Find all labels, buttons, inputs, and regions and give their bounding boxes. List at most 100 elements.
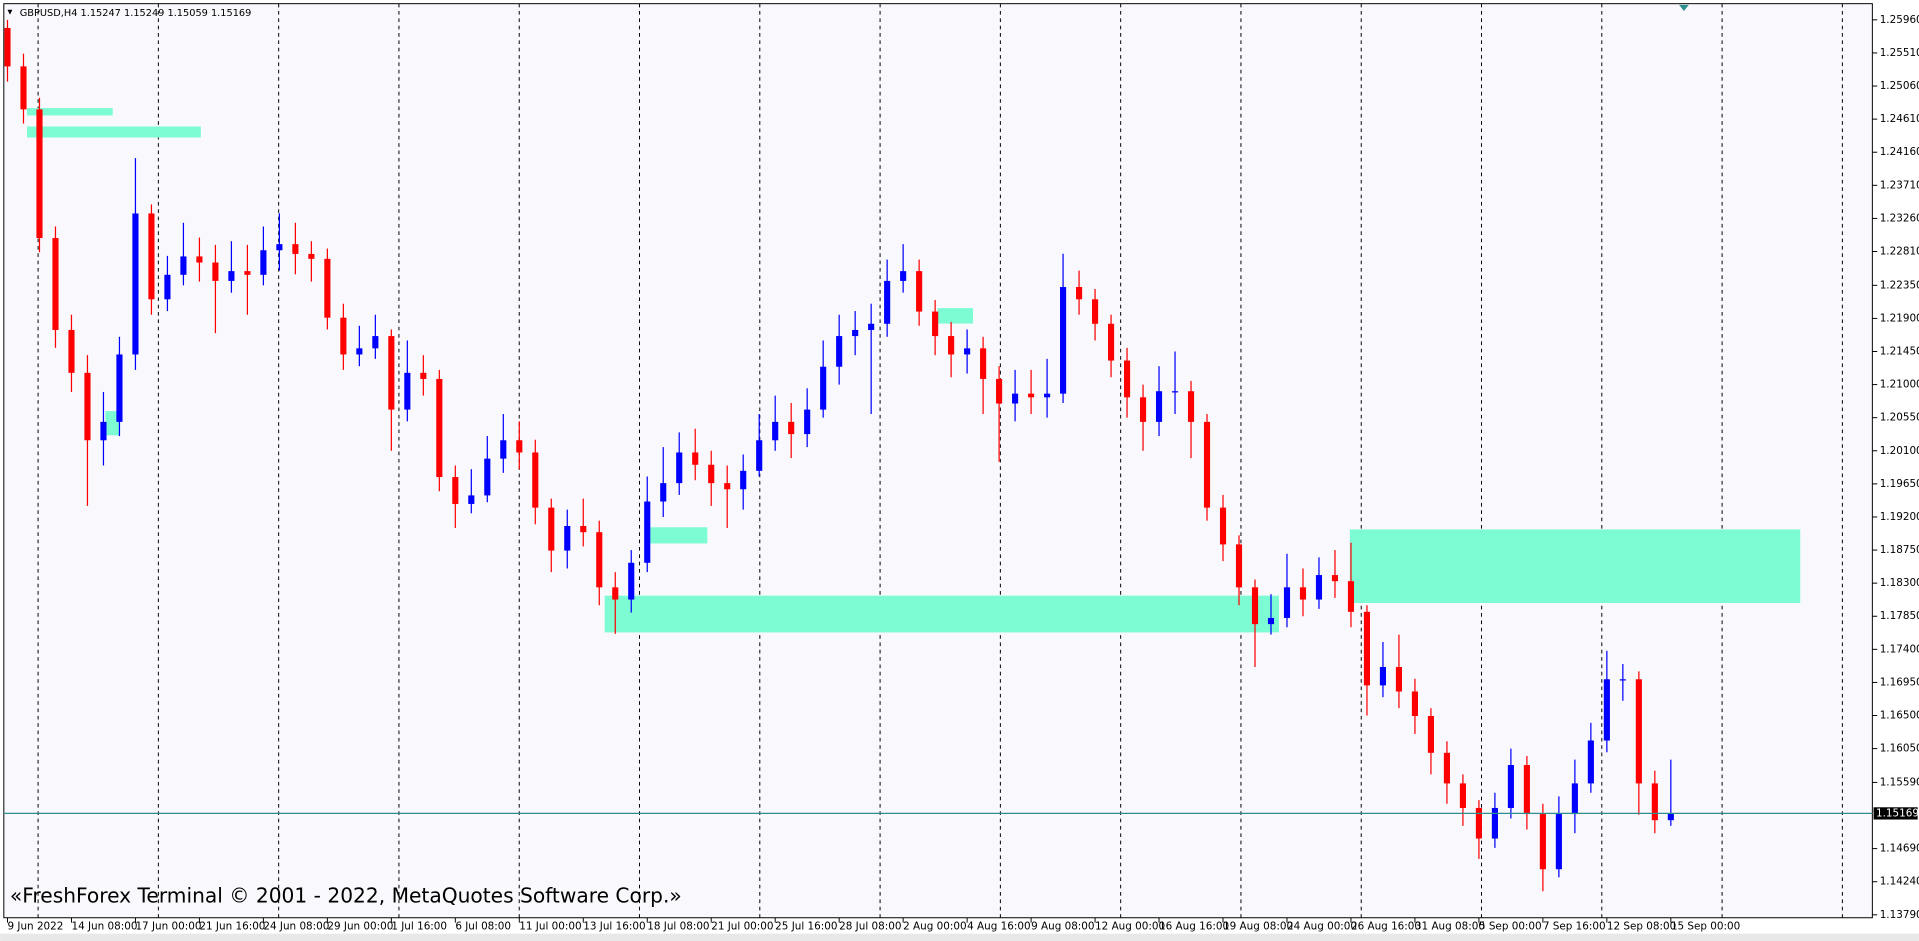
candle-body bbox=[1283, 587, 1291, 618]
candle-body bbox=[1107, 323, 1115, 361]
x-tick-label: 29 Jun 00:00 bbox=[327, 920, 393, 932]
candle-body bbox=[404, 372, 411, 410]
x-tick-label: 17 Jun 00:00 bbox=[135, 920, 201, 932]
zone bbox=[27, 126, 201, 138]
y-tick-label: 1.22810 bbox=[1880, 245, 1919, 257]
y-tick-label: 1.16050 bbox=[1880, 743, 1919, 755]
candle-body bbox=[372, 336, 379, 349]
symbol-menu-icon[interactable] bbox=[7, 9, 13, 15]
candle-body bbox=[484, 458, 491, 496]
x-tick-label: 2 Aug 00:00 bbox=[903, 920, 966, 932]
candle-body bbox=[20, 66, 27, 110]
candle-body bbox=[1331, 575, 1339, 582]
candle-body bbox=[164, 274, 171, 300]
candle-body bbox=[292, 244, 299, 254]
candle-body bbox=[660, 483, 667, 502]
y-tick-label: 1.16950 bbox=[1880, 676, 1919, 688]
candle-body bbox=[52, 238, 59, 330]
candle-body bbox=[980, 348, 987, 379]
y-tick-label: 1.25960 bbox=[1880, 14, 1919, 26]
candle-body bbox=[644, 501, 651, 563]
y-tick-label: 1.14690 bbox=[1880, 843, 1919, 855]
candle-body bbox=[420, 372, 427, 379]
x-tick-label: 26 Aug 16:00 bbox=[1351, 920, 1421, 932]
candle-body bbox=[756, 440, 763, 471]
candle-body bbox=[148, 213, 155, 300]
y-tick-label: 1.22350 bbox=[1880, 279, 1919, 291]
zone bbox=[604, 595, 1279, 633]
candle-body bbox=[868, 323, 875, 330]
candle-body bbox=[356, 348, 363, 355]
zone bbox=[645, 527, 708, 544]
x-tick-label: 4 Aug 16:00 bbox=[967, 920, 1030, 932]
candle-body bbox=[852, 329, 859, 337]
y-tick-label: 1.13790 bbox=[1880, 909, 1919, 921]
candle-body bbox=[692, 452, 699, 465]
candle-body bbox=[1076, 287, 1083, 300]
x-tick-label: 18 Jul 08:00 bbox=[647, 920, 709, 932]
candle-body bbox=[1603, 679, 1610, 741]
candle-body bbox=[548, 507, 555, 551]
zone bbox=[937, 308, 974, 324]
candle-body bbox=[1267, 617, 1275, 625]
axes: 1.25960 1.25510 1.25060 1.24610 1.24160 1.237… bbox=[3, 14, 1919, 932]
candle-body bbox=[900, 271, 907, 281]
x-tick-label: 5 Sep 00:00 bbox=[1479, 920, 1542, 932]
candle-body bbox=[916, 271, 923, 312]
candle-body bbox=[996, 378, 1003, 404]
x-tick-label: 21 Jul 00:00 bbox=[711, 920, 773, 932]
candle-body bbox=[36, 109, 43, 239]
candle-body bbox=[1635, 679, 1642, 784]
x-tick-label: 16 Aug 16:00 bbox=[1159, 920, 1229, 932]
x-tick-label: 12 Aug 00:00 bbox=[1095, 920, 1165, 932]
x-tick-label: 21 Jun 16:00 bbox=[199, 920, 265, 932]
tab-bar bbox=[0, 933, 1919, 941]
candle-body bbox=[1028, 393, 1035, 398]
y-tick-label: 1.24160 bbox=[1880, 146, 1919, 158]
candle-body bbox=[772, 421, 779, 441]
candle-body bbox=[116, 354, 123, 422]
x-tick-label: 24 Jun 08:00 bbox=[263, 920, 329, 932]
y-tick-label: 1.17400 bbox=[1880, 643, 1919, 655]
candle-body bbox=[1171, 391, 1179, 393]
y-tick-label: 1.14240 bbox=[1880, 876, 1919, 888]
candle-body bbox=[1395, 666, 1403, 692]
candle-body bbox=[244, 271, 251, 275]
candle-body bbox=[1491, 807, 1498, 839]
candle-body bbox=[1507, 765, 1514, 808]
candle-body bbox=[308, 253, 315, 259]
candle-body bbox=[1203, 421, 1211, 508]
candle-body bbox=[1379, 666, 1387, 686]
candle-body bbox=[260, 250, 267, 275]
candle-body bbox=[708, 464, 715, 484]
candle-body bbox=[340, 317, 347, 355]
candle-body bbox=[228, 271, 235, 281]
zone bbox=[1349, 529, 1801, 604]
candle-body bbox=[1219, 507, 1227, 545]
candle-body bbox=[1651, 783, 1658, 821]
candle-body bbox=[500, 440, 507, 459]
watermark: «FreshForex Terminal © 2001 - 2022, Meta… bbox=[10, 883, 682, 907]
candle-body bbox=[4, 27, 11, 67]
candle-body bbox=[468, 495, 475, 504]
x-tick-label: 11 Jul 00:00 bbox=[519, 920, 581, 932]
candle-body bbox=[132, 213, 139, 355]
x-tick-label: 9 Aug 08:00 bbox=[1031, 920, 1094, 932]
candle-body bbox=[724, 483, 731, 490]
candle-body bbox=[1092, 299, 1099, 324]
x-tick-label: 19 Aug 08:00 bbox=[1223, 920, 1293, 932]
candle-body bbox=[1443, 752, 1450, 784]
candle-body bbox=[1523, 765, 1530, 815]
candle-body bbox=[1619, 679, 1626, 681]
candle-body bbox=[532, 452, 539, 508]
candle-body bbox=[564, 526, 571, 551]
x-tick-label: 9 Jun 2022 bbox=[7, 920, 63, 932]
y-tick-label: 1.23710 bbox=[1880, 179, 1919, 191]
x-tick-label: 28 Jul 08:00 bbox=[839, 920, 901, 932]
candle-body bbox=[1235, 544, 1243, 588]
x-tick-label: 13 Jul 16:00 bbox=[583, 920, 645, 932]
y-tick-label: 1.19650 bbox=[1880, 478, 1919, 490]
shift-marker bbox=[1679, 4, 1689, 12]
candle-body bbox=[628, 562, 635, 600]
